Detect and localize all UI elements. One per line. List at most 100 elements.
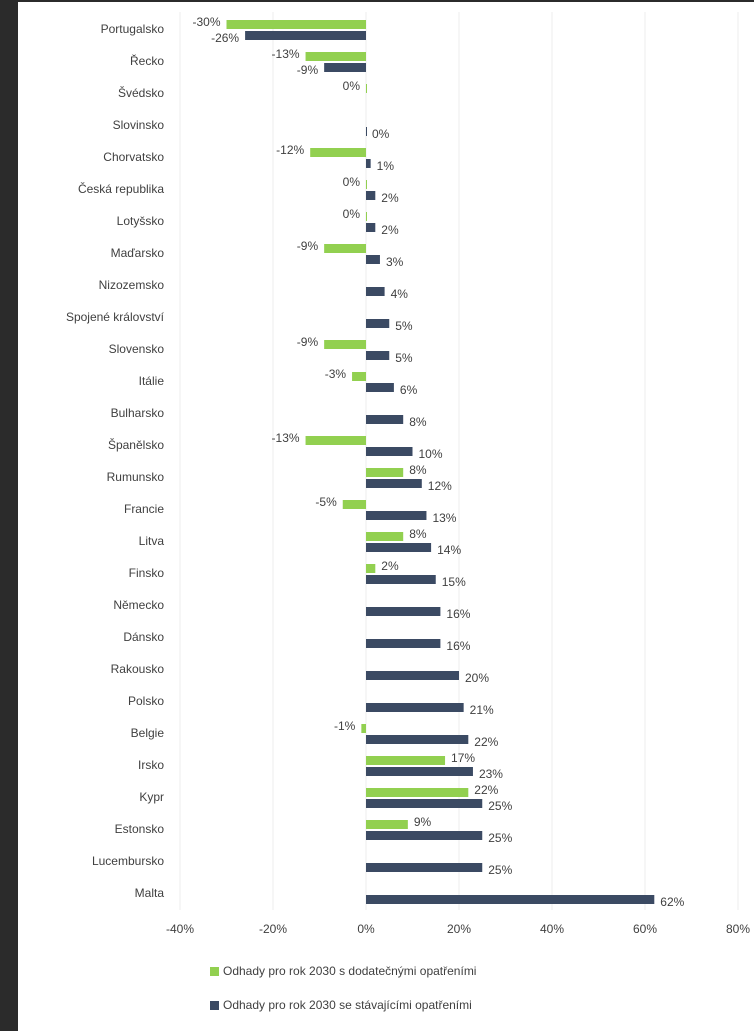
data-label: 15% <box>442 575 466 589</box>
bar <box>366 863 483 872</box>
y-tick-label: Kypr <box>139 790 164 804</box>
y-tick-label: Rakousko <box>111 662 165 676</box>
data-label: -3% <box>325 367 347 381</box>
bar <box>366 351 390 360</box>
x-tick-label: 0% <box>357 922 375 936</box>
y-tick-label: Estonsko <box>115 822 165 836</box>
x-tick-label: 20% <box>447 922 471 936</box>
y-tick-label: Spojené království <box>66 310 165 324</box>
bar <box>366 767 473 776</box>
y-tick-label: Česká republika <box>78 181 164 196</box>
y-tick-label: Litva <box>139 534 165 548</box>
legend-label: Odhady pro rok 2030 se stávajícími opatř… <box>223 998 472 1012</box>
x-tick-label: 40% <box>540 922 564 936</box>
y-tick-label: Dánsko <box>123 630 164 644</box>
data-label: -5% <box>315 495 337 509</box>
data-label: 6% <box>400 383 418 397</box>
bar <box>305 52 366 61</box>
data-label: -12% <box>276 143 304 157</box>
data-label: -13% <box>272 431 300 445</box>
y-tick-label: Malta <box>135 886 165 900</box>
data-label: 8% <box>409 527 427 541</box>
data-label: 4% <box>391 287 409 301</box>
bar <box>361 724 366 733</box>
bar <box>366 223 376 232</box>
y-tick-label: Řecko <box>130 53 164 68</box>
data-label: 8% <box>409 463 427 477</box>
data-label: 1% <box>377 159 395 173</box>
data-label: 9% <box>414 815 432 829</box>
y-tick-label: Polsko <box>128 694 164 708</box>
bar <box>366 479 422 488</box>
data-label: 16% <box>446 639 470 653</box>
y-tick-label: Francie <box>124 502 164 516</box>
bar <box>366 511 427 520</box>
data-label: 23% <box>479 767 503 781</box>
data-label: -1% <box>334 719 356 733</box>
data-label: 20% <box>465 671 489 685</box>
data-label: 21% <box>470 703 494 717</box>
bar <box>366 703 464 712</box>
x-tick-label: 60% <box>633 922 657 936</box>
bar <box>366 159 371 168</box>
data-label: 2% <box>381 559 399 573</box>
bar <box>324 340 366 349</box>
bar <box>366 191 376 200</box>
legend-swatch <box>210 1001 219 1010</box>
bar <box>366 639 441 648</box>
bar <box>226 20 366 29</box>
y-tick-label: Rumunsko <box>107 470 165 484</box>
bar <box>352 372 366 381</box>
bar <box>366 319 390 328</box>
bar <box>366 607 441 616</box>
y-tick-label: Finsko <box>129 566 165 580</box>
data-label: 3% <box>386 255 404 269</box>
data-label: 5% <box>395 319 413 333</box>
data-label: 2% <box>381 223 399 237</box>
y-tick-label: Belgie <box>131 726 165 740</box>
bar <box>366 415 404 424</box>
bar <box>366 735 469 744</box>
y-tick-label: Německo <box>113 598 164 612</box>
bar <box>366 575 436 584</box>
y-tick-label: Chorvatsko <box>103 150 164 164</box>
y-tick-label: Lucembursko <box>92 854 164 868</box>
data-label: 25% <box>488 831 512 845</box>
bar <box>366 543 432 552</box>
data-label: 0% <box>372 127 390 141</box>
bar <box>366 127 367 136</box>
data-label: 25% <box>488 863 512 877</box>
data-label: 2% <box>381 191 399 205</box>
y-tick-label: Lotyšsko <box>117 214 165 228</box>
bar <box>324 244 366 253</box>
data-label: 16% <box>446 607 470 621</box>
data-label: 62% <box>660 895 684 909</box>
data-label: 5% <box>395 351 413 365</box>
bar <box>324 63 366 72</box>
data-label: -26% <box>211 31 239 45</box>
y-tick-label: Slovensko <box>109 342 165 356</box>
bar <box>366 895 655 904</box>
y-tick-label: Slovinsko <box>113 118 165 132</box>
y-tick-label: Bulharsko <box>111 406 165 420</box>
bar <box>366 468 404 477</box>
y-tick-label: Irsko <box>138 758 164 772</box>
bar <box>310 148 366 157</box>
y-tick-label: Itálie <box>139 374 165 388</box>
y-tick-label: Švédsko <box>118 85 164 100</box>
data-label: 12% <box>428 479 452 493</box>
x-tick-label: 80% <box>726 922 750 936</box>
bar <box>366 564 376 573</box>
data-label: -30% <box>192 15 220 29</box>
data-label: 22% <box>474 783 498 797</box>
y-tick-label: Španělsko <box>108 437 164 452</box>
y-tick-label: Portugalsko <box>101 22 165 36</box>
bar <box>366 756 446 765</box>
bar <box>305 436 366 445</box>
data-label: 25% <box>488 799 512 813</box>
bar <box>366 287 385 296</box>
data-label: -13% <box>272 47 300 61</box>
data-label: -9% <box>297 63 319 77</box>
y-tick-label: Maďarsko <box>111 246 165 260</box>
